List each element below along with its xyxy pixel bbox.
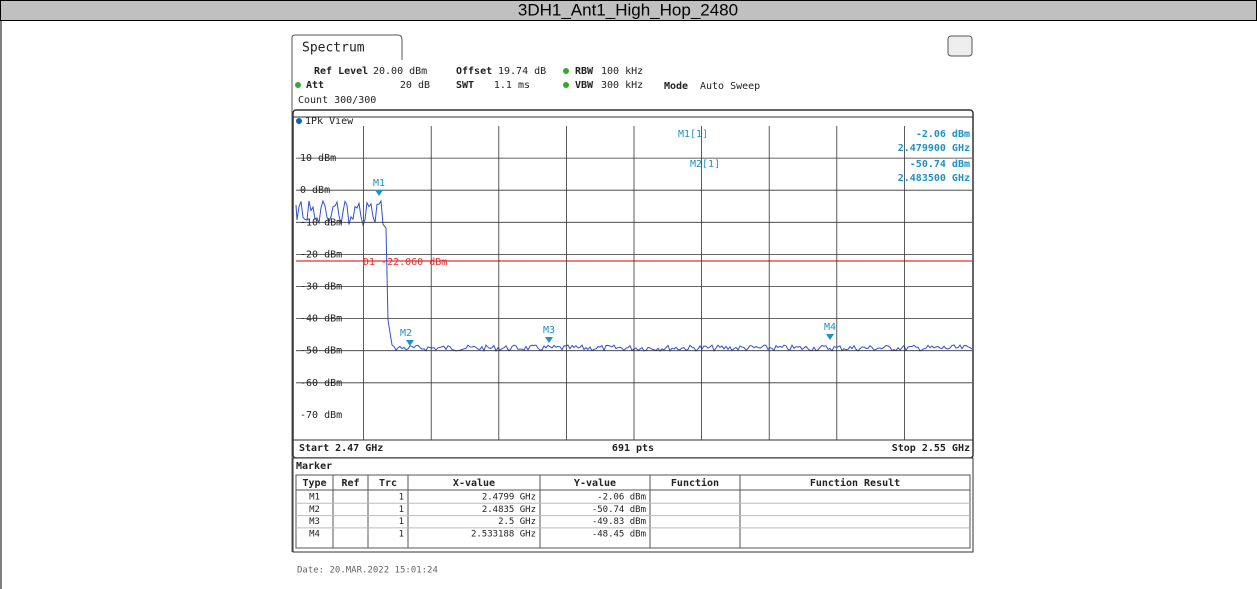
label: Auto Sweep: [700, 81, 760, 92]
y-label: -20 dBm: [300, 249, 342, 260]
table-cell: M4: [309, 529, 320, 539]
table-cell: 2.4835 GHz: [482, 505, 536, 515]
label: 20.00 dBm: [373, 66, 427, 77]
marker-label: M4: [824, 322, 836, 333]
trace: [295, 199, 973, 353]
label: Count 300/300: [298, 95, 376, 106]
readout-freq: 2.479900 GHz: [898, 143, 970, 154]
table-header: Function: [671, 477, 719, 489]
label: 300 kHz: [601, 80, 643, 91]
footer-stop: Stop 2.55 GHz: [892, 443, 970, 454]
indicator: [295, 82, 301, 88]
y-label: -70 dBm: [300, 410, 342, 421]
marker: [545, 337, 553, 343]
table-header: Ref: [341, 478, 359, 489]
table-cell: M2: [309, 505, 320, 515]
marker-label: M3: [543, 325, 555, 336]
footer-start: Start 2.47 GHz: [299, 443, 383, 454]
table-header: Function Result: [810, 477, 900, 489]
label: Ref Level: [314, 66, 368, 77]
y-label: -10 dBm: [300, 217, 342, 228]
y-label: -40 dBm: [300, 314, 342, 325]
indicator: [563, 82, 569, 88]
label: 19.74 dB: [498, 66, 546, 77]
label: SWT: [456, 80, 474, 91]
readout-name: M2[1]: [690, 159, 720, 170]
view-label: 1Pk View: [305, 116, 354, 127]
label: Att: [306, 80, 324, 91]
trace-dot: [296, 118, 302, 124]
table-cell: 1: [399, 529, 404, 539]
icon: [947, 35, 973, 57]
label: RBW: [575, 66, 594, 77]
table-cell: 2.533188 GHz: [471, 529, 536, 539]
table-cell: 1: [399, 505, 404, 515]
table-cell: 1: [399, 517, 404, 527]
table-cell: M3: [309, 517, 320, 527]
table-cell: 2.4799 GHz: [482, 493, 536, 503]
label: Mode: [664, 81, 688, 92]
y-label: 10 dBm: [300, 153, 336, 164]
tab-label: Spectrum: [302, 41, 365, 56]
table-cell: 2.5 GHz: [498, 517, 536, 527]
marker: [375, 190, 383, 196]
table-cell: -2.06 dBm: [597, 493, 646, 503]
footer-points: 691 pts: [612, 443, 654, 454]
title: 3DH1_Ant1_High_Hop_2480: [518, 0, 738, 19]
table-cell: -49.83 dBm: [592, 517, 646, 527]
label: 1.1 ms: [494, 80, 530, 91]
plot-frame: [292, 109, 974, 459]
table-title: Marker: [296, 461, 332, 472]
label: Offset: [456, 66, 492, 77]
marker-label: M1: [373, 178, 385, 189]
readout-freq: 2.483500 GHz: [898, 173, 970, 184]
marker-label: M2: [400, 328, 412, 339]
label: 100 kHz: [601, 66, 643, 77]
marker: [406, 340, 414, 346]
table-header: Y-value: [574, 478, 616, 489]
table-cell: 1: [399, 493, 404, 503]
table-cell: M1: [309, 493, 320, 503]
y-label: -30 dBm: [300, 282, 342, 293]
label: 20 dB: [400, 80, 430, 91]
display-line-label: D1 -22.060 dBm: [363, 257, 447, 268]
date: Date: 20.MAR.2022 15:01:24: [297, 566, 438, 576]
marker: [826, 334, 834, 340]
table-header: Type: [302, 478, 326, 489]
y-label: 0 dBm: [300, 185, 330, 196]
table-body: [295, 474, 971, 549]
readout-name: M1[1]: [678, 129, 708, 140]
table-cell: -48.45 dBm: [592, 529, 646, 539]
table-header: X-value: [453, 478, 495, 489]
y-label: -50 dBm: [300, 346, 342, 357]
marker-table: [292, 457, 974, 553]
indicator: [563, 68, 569, 74]
label: VBW: [575, 80, 594, 91]
table-cell: -50.74 dBm: [592, 505, 646, 515]
y-label: -60 dBm: [300, 378, 342, 389]
tab: [291, 34, 403, 60]
table-header: Trc: [379, 478, 397, 489]
readout-level: -50.74 dBm: [910, 159, 970, 170]
readout-level: -2.06 dBm: [916, 129, 970, 140]
